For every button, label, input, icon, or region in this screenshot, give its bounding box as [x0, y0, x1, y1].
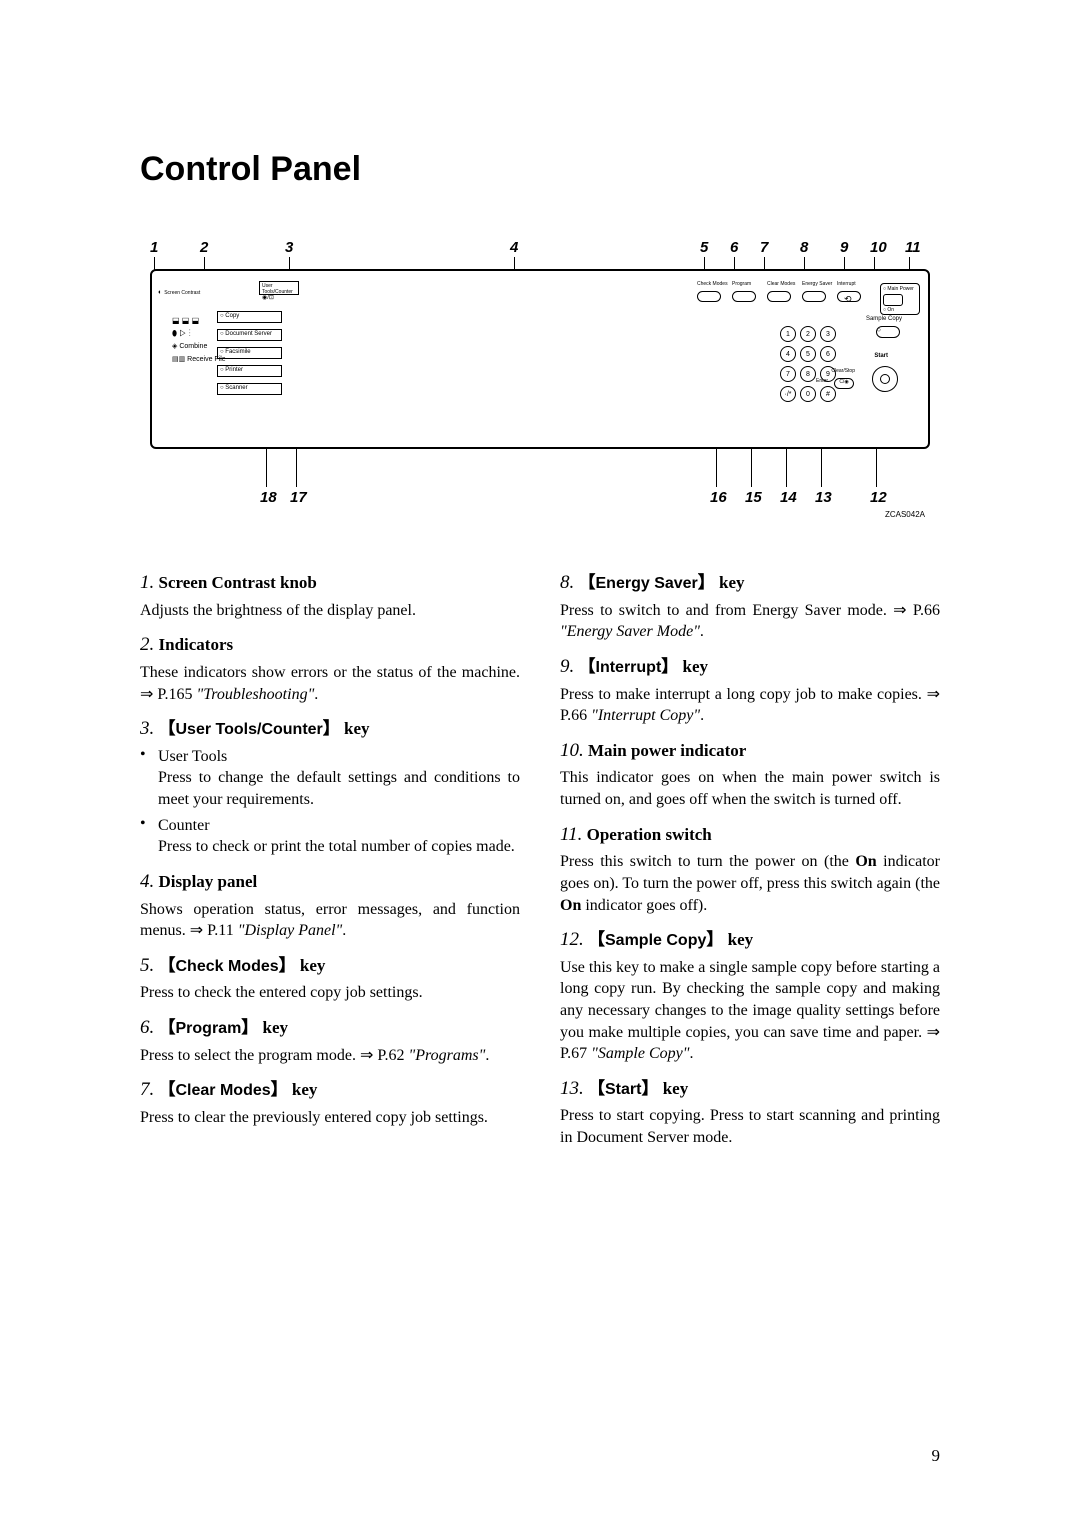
right-column: 8. 【Energy Saver】 key Press to switch to …	[560, 559, 940, 1151]
panel-button-facsimile: ○ Facsimile	[217, 347, 282, 359]
status-icons: ⬓ ⬓ ⬓	[172, 316, 199, 325]
panel-button-scanner: ○ Scanner	[217, 383, 282, 395]
item-body: These indicators show errors or the stat…	[140, 662, 520, 705]
callout-2: 2	[200, 239, 208, 256]
top-button-2	[767, 291, 791, 302]
keypad-7: 7	[780, 366, 796, 382]
panel-outline: ◐ Screen Contrast User Tools/Counter◉/⊡ …	[150, 269, 930, 449]
callout-11: 11	[905, 239, 921, 256]
item-body: Use this key to make a single sample cop…	[560, 957, 940, 1065]
callout-18: 18	[260, 489, 277, 506]
callout-15: 15	[745, 489, 762, 506]
item-body: Press to clear the previously entered co…	[140, 1107, 520, 1129]
callout-12: 12	[870, 489, 887, 506]
top-button-label-3: Energy Saver	[802, 281, 834, 287]
clear-stop-button: C/◉	[834, 378, 854, 389]
keypad-6: 6	[820, 346, 836, 362]
keypad-·/*: ·/*	[780, 386, 796, 402]
item-heading: 8. 【Energy Saver】 key	[560, 571, 940, 596]
keypad-0: 0	[800, 386, 816, 402]
item-body: Press this switch to turn the power on (…	[560, 851, 940, 916]
item-heading: 13. 【Start】 key	[560, 1077, 940, 1102]
keypad-8: 8	[800, 366, 816, 382]
item-heading: 3. 【User Tools/Counter】 key	[140, 717, 520, 742]
power-area: ○ Main Power ○ On	[880, 283, 920, 315]
top-button-label-4: Interrupt	[837, 281, 869, 287]
panel-button-printer: ○ Printer	[217, 365, 282, 377]
callout-14: 14	[780, 489, 797, 506]
start-label: Start	[874, 353, 888, 359]
item-body: Press to select the program mode. ⇒ P.62…	[140, 1045, 520, 1067]
page-title: Control Panel	[140, 150, 940, 189]
item-body: Adjusts the brightness of the display pa…	[140, 600, 520, 622]
item-body: Press to start copying. Press to start s…	[560, 1105, 940, 1148]
item-heading: 7. 【Clear Modes】 key	[140, 1078, 520, 1103]
top-button-0	[697, 291, 721, 302]
interrupt-icon: ⟲	[844, 294, 852, 305]
callout-4: 4	[510, 239, 518, 256]
keypad-2: 2	[800, 326, 816, 342]
contrast-knob-icon: ◐ Screen Contrast	[158, 289, 200, 296]
numeric-keypad: 123456789·/*0#	[780, 326, 838, 404]
item-body: This indicator goes on when the main pow…	[560, 767, 940, 810]
callout-16: 16	[710, 489, 727, 506]
diagram-code: ZCAS042A	[885, 510, 925, 519]
item-body: Press to switch to and from Energy Saver…	[560, 600, 940, 643]
sample-copy-button: ◇	[876, 326, 900, 338]
status-icons-2: ⬮ ▷ ⋮	[172, 329, 191, 339]
status-icons-3: ◈ Combine	[172, 342, 207, 350]
item-heading: 10. Main power indicator	[560, 739, 940, 764]
callout-17: 17	[290, 489, 307, 506]
callout-1: 1	[150, 239, 158, 256]
item-body: Press to make interrupt a long copy job …	[560, 684, 940, 727]
callout-5: 5	[700, 239, 708, 256]
top-button-label-0: Check Modes	[697, 281, 729, 287]
start-button	[872, 366, 898, 392]
keypad-3: 3	[820, 326, 836, 342]
clear-stop-label: Clear/Stop	[831, 368, 855, 374]
status-icons-4: ▤▥ Receive File	[172, 355, 226, 363]
left-column: 1. Screen Contrast knob Adjusts the brigh…	[140, 559, 520, 1151]
item-heading: 4. Display panel	[140, 870, 520, 895]
item-heading: 1. Screen Contrast knob	[140, 571, 520, 596]
bullet-item: •CounterPress to check or print the tota…	[140, 815, 520, 858]
item-heading: 5. 【Check Modes】 key	[140, 954, 520, 979]
keypad-5: 5	[800, 346, 816, 362]
control-panel-diagram: 1234567891011 18171615141312 ◐ Screen Co…	[150, 239, 930, 529]
user-tools-label: User Tools/Counter◉/⊡	[259, 281, 299, 295]
callout-7: 7	[760, 239, 768, 256]
panel-button-copy: ○ Copy	[217, 311, 282, 323]
panel-button-document-server: ○ Document Server	[217, 329, 282, 341]
top-button-3	[802, 291, 826, 302]
item-heading: 2. Indicators	[140, 633, 520, 658]
item-heading: 6. 【Program】 key	[140, 1016, 520, 1041]
bullet-item: •User ToolsPress to change the default s…	[140, 746, 520, 811]
callout-3: 3	[285, 239, 293, 256]
item-heading: 12. 【Sample Copy】 key	[560, 928, 940, 953]
keypad-#: #	[820, 386, 836, 402]
item-heading: 9. 【Interrupt】 key	[560, 655, 940, 680]
enter-label: Enter	[816, 378, 828, 384]
callout-10: 10	[870, 239, 887, 256]
callout-6: 6	[730, 239, 738, 256]
callout-13: 13	[815, 489, 832, 506]
callout-9: 9	[840, 239, 848, 256]
keypad-4: 4	[780, 346, 796, 362]
item-body: Press to check the entered copy job sett…	[140, 982, 520, 1004]
item-body: Shows operation status, error messages, …	[140, 899, 520, 942]
description-columns: 1. Screen Contrast knob Adjusts the brigh…	[140, 559, 940, 1151]
item-heading: 11. Operation switch	[560, 823, 940, 848]
callout-8: 8	[800, 239, 808, 256]
top-button-label-2: Clear Modes	[767, 281, 799, 287]
top-button-1	[732, 291, 756, 302]
top-button-label-1: Program	[732, 281, 764, 287]
page-number: 9	[932, 1446, 941, 1466]
sample-copy-label: Sample Copy	[866, 316, 902, 322]
keypad-1: 1	[780, 326, 796, 342]
